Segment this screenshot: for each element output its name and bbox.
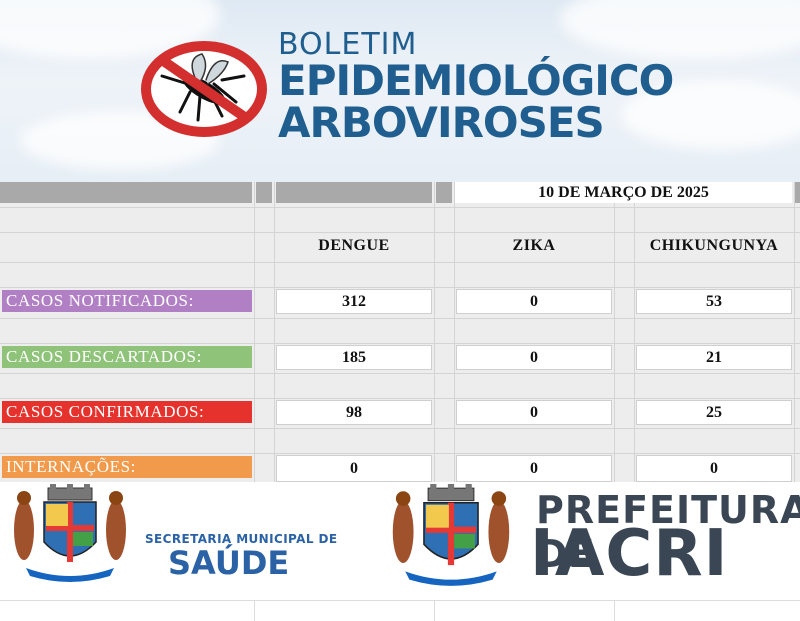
table-top-bar xyxy=(276,182,432,203)
no-mosquito-icon xyxy=(141,41,267,137)
value-cell: 185 xyxy=(276,345,432,370)
row-label-discarded: CASOS DESCARTADOS: xyxy=(2,346,252,368)
grid-line xyxy=(254,182,255,482)
value-cell: 21 xyxy=(636,345,792,370)
footer-logos: SECRETARIA MUNICIPAL DE SAÚDE PREFEITURA… xyxy=(0,482,800,621)
column-header-dengue: DENGUE xyxy=(318,237,390,254)
bulletin-title: BOLETIM EPIDEMIOLÓGICO ARBOVIROSES xyxy=(278,27,674,147)
row-label-confirmed: CASOS CONFIRMADOS: xyxy=(2,401,252,423)
grid-line xyxy=(454,182,455,482)
coat-of-arms-icon xyxy=(392,484,510,586)
report-date: 10 DE MARÇO DE 2025 xyxy=(455,182,792,203)
value-cell: 98 xyxy=(276,400,432,425)
value-cell: 0 xyxy=(456,345,612,370)
value-cell: 312 xyxy=(276,289,432,314)
row-label-hospitalizations: INTERNAÇÕES: xyxy=(2,456,252,478)
value-cell: 0 xyxy=(456,289,612,314)
table-top-bar xyxy=(0,182,252,203)
grid-line xyxy=(0,207,800,208)
coat-of-arms-icon xyxy=(14,484,126,582)
grid-line xyxy=(0,287,800,288)
prefeitura-label: PREFEITURA DE xyxy=(536,488,800,576)
grid-line xyxy=(254,600,255,621)
value-cell: 53 xyxy=(636,289,792,314)
grid-line xyxy=(0,262,800,263)
grid-line xyxy=(634,182,635,482)
table-top-bar xyxy=(794,182,800,203)
grid-line xyxy=(614,600,615,621)
grid-line xyxy=(0,232,800,233)
title-line-1: BOLETIM xyxy=(278,27,418,62)
header-banner: BOLETIM EPIDEMIOLÓGICO ARBOVIROSES xyxy=(0,0,800,182)
grid-line xyxy=(0,600,800,601)
grid-line xyxy=(614,182,615,482)
grid-line xyxy=(794,182,795,482)
secretaria-label: SECRETARIA MUNICIPAL DE xyxy=(145,532,338,546)
grid-line xyxy=(0,318,800,319)
cases-table: 10 DE MARÇO DE 2025 DENGUE ZIKA CHIKUNGU… xyxy=(0,182,800,482)
value-cell: 25 xyxy=(636,400,792,425)
table-top-bar xyxy=(256,182,272,203)
value-cell: 0 xyxy=(636,455,792,482)
grid-line xyxy=(434,182,435,482)
grid-line xyxy=(0,373,800,374)
title-line-3: ARBOVIROSES xyxy=(278,98,605,147)
grid-line xyxy=(0,343,800,344)
value-cell: 0 xyxy=(456,455,612,482)
grid-line xyxy=(434,600,435,621)
grid-line xyxy=(274,182,275,482)
grid-line xyxy=(0,428,800,429)
grid-line xyxy=(0,453,800,454)
column-header-zika: ZIKA xyxy=(512,237,556,254)
value-cell: 0 xyxy=(456,400,612,425)
value-cell: 0 xyxy=(276,455,432,482)
column-header-chikungunya: CHIKUNGUNYA xyxy=(649,237,779,254)
grid-line xyxy=(0,398,800,399)
table-top-bar xyxy=(436,182,452,203)
saude-label: SAÚDE xyxy=(168,544,290,582)
row-label-notified: CASOS NOTIFICADOS: xyxy=(2,290,252,312)
title-line-2: EPIDEMIOLÓGICO xyxy=(278,56,674,105)
iacri-label: IACRI xyxy=(530,517,729,591)
